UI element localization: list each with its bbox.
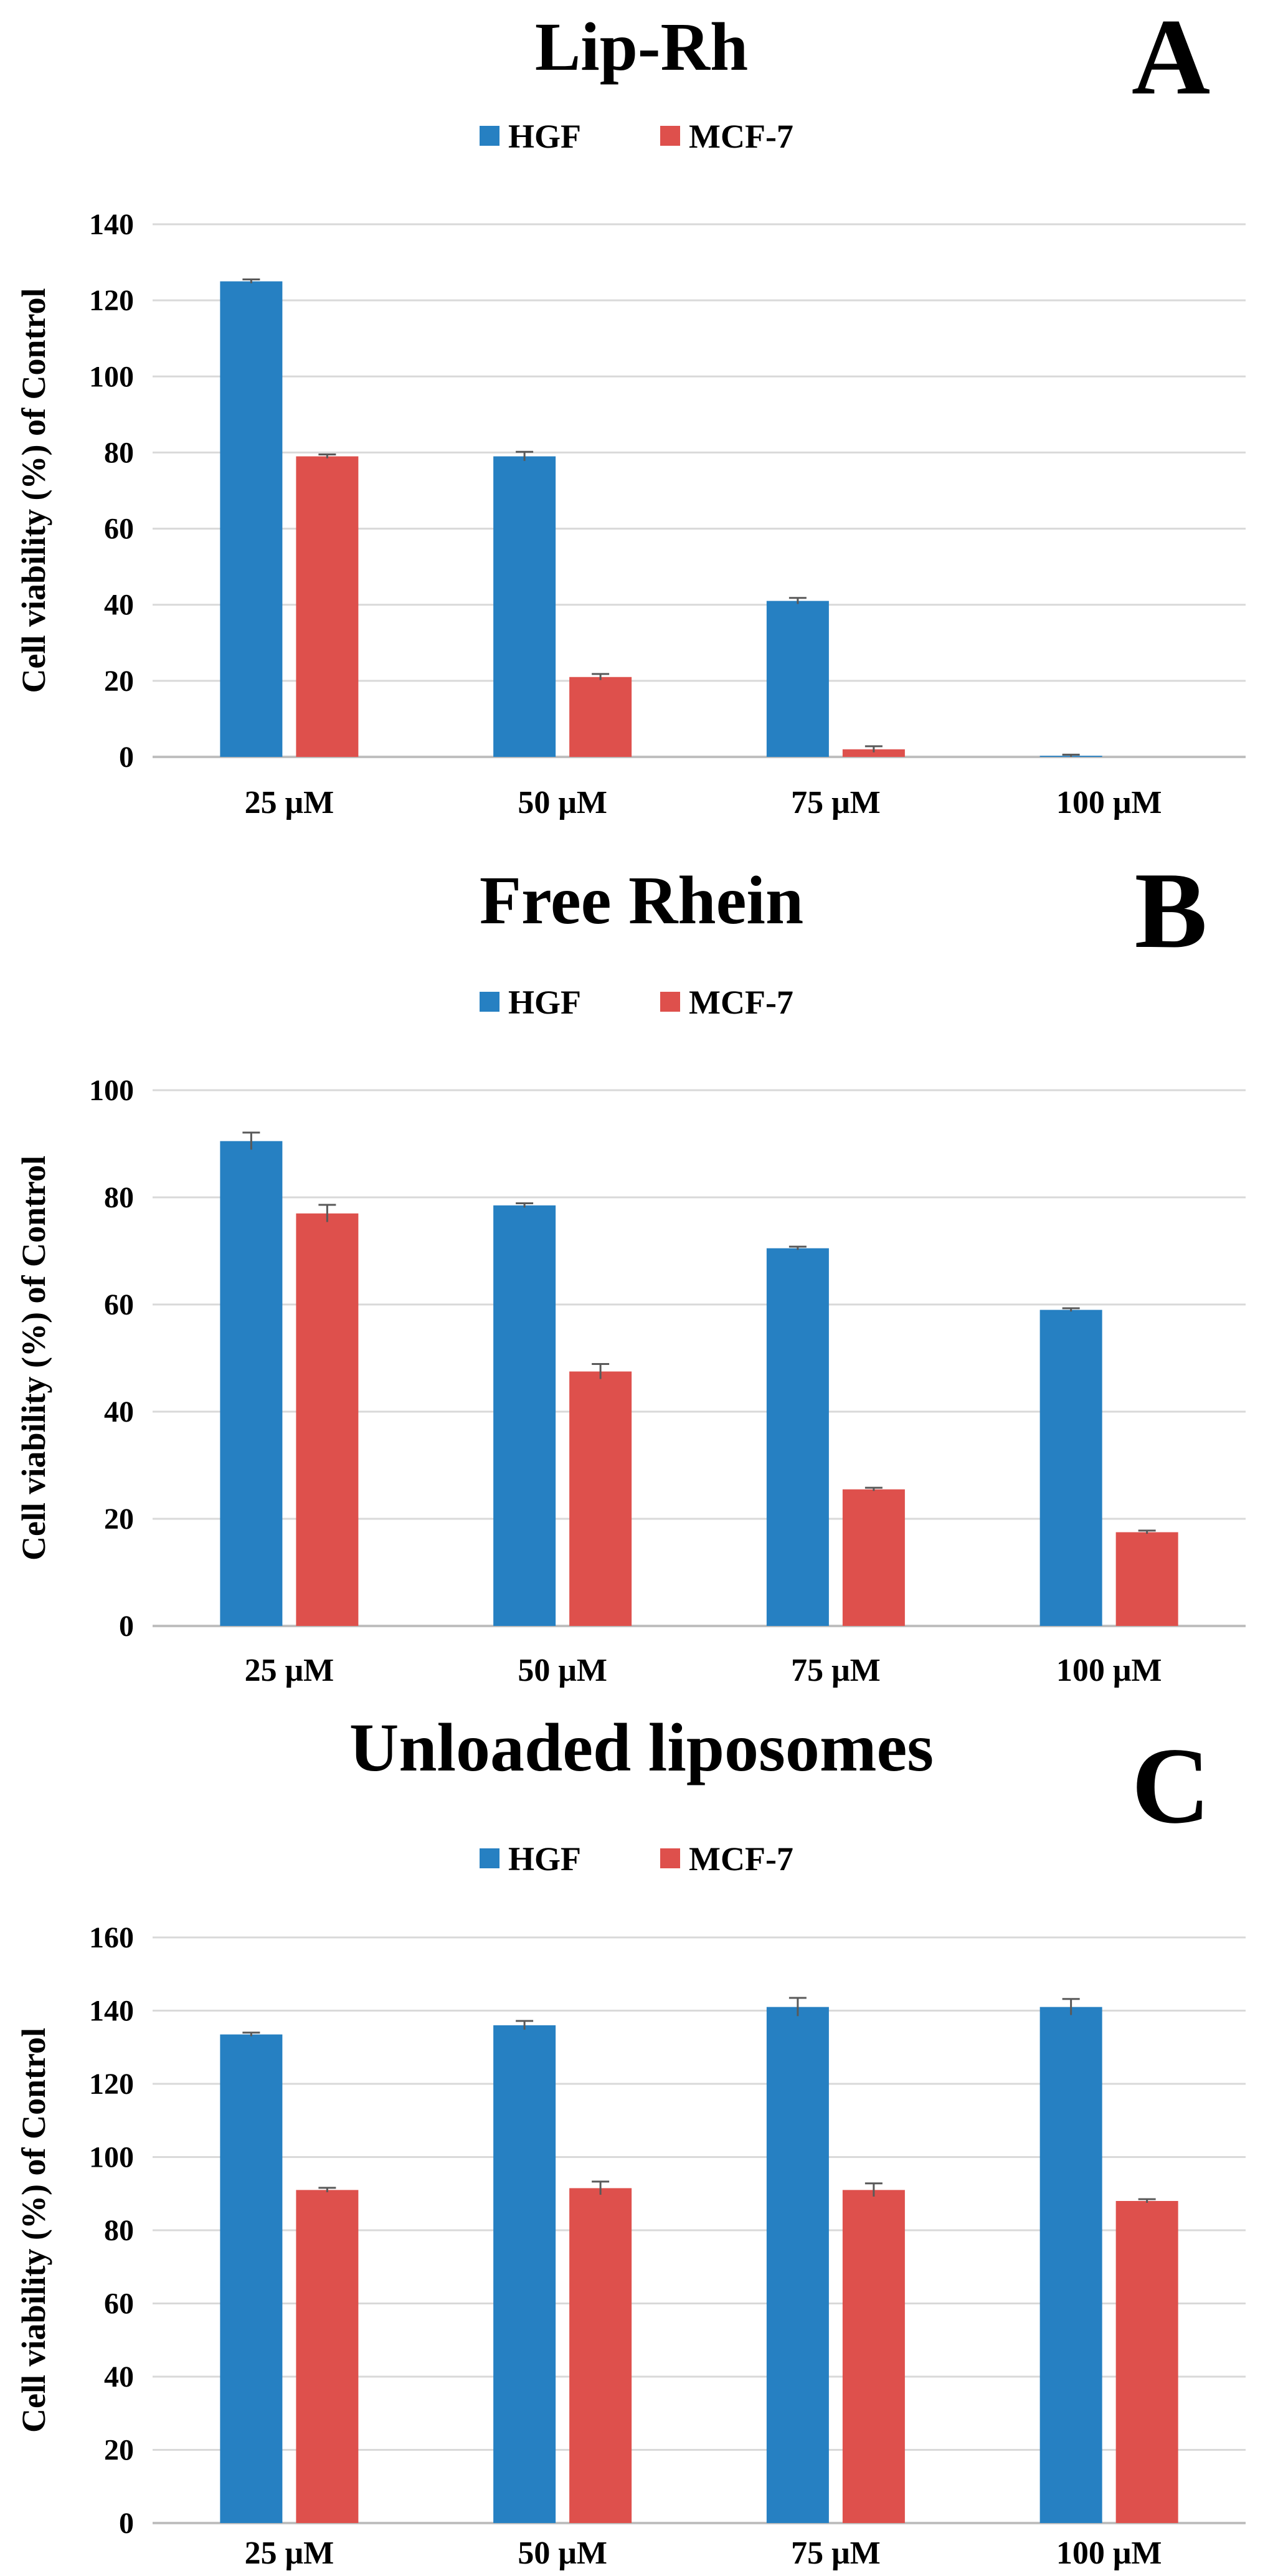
y-tick-label: 0 bbox=[119, 2507, 134, 2540]
bar-mcf-7-1 bbox=[569, 2188, 632, 2523]
y-tick-label: 80 bbox=[104, 436, 134, 469]
bar-hgf-2 bbox=[766, 2007, 829, 2523]
y-tick-label: 120 bbox=[89, 2068, 134, 2101]
y-tick-label: 60 bbox=[104, 513, 134, 546]
bar-mcf-7-0 bbox=[296, 1213, 359, 1626]
chart-title: Unloaded liposomes bbox=[349, 1713, 934, 1785]
legend-swatch-mcf-7 bbox=[660, 126, 680, 146]
y-tick-label: 120 bbox=[89, 284, 134, 317]
bar-hgf-1 bbox=[493, 2025, 556, 2523]
bar-mcf-7-0 bbox=[296, 2190, 359, 2523]
x-category-label: 25 μM bbox=[245, 785, 334, 820]
x-category-label: 25 μM bbox=[245, 1653, 334, 1688]
y-tick-label: 40 bbox=[104, 2360, 134, 2393]
y-tick-label: 60 bbox=[104, 2288, 134, 2321]
y-tick-label: 40 bbox=[104, 1395, 134, 1428]
bar-mcf-7-2 bbox=[842, 1489, 905, 1626]
panel-letter: A bbox=[1132, 0, 1210, 117]
bar-hgf-3 bbox=[1039, 1309, 1102, 1626]
x-category-label: 75 μM bbox=[791, 1653, 881, 1688]
bar-hgf-2 bbox=[766, 601, 829, 757]
legend-label-hgf: HGF bbox=[508, 1840, 581, 1878]
y-axis-label: Cell viability (%) of Control bbox=[15, 2028, 52, 2433]
legend-swatch-hgf bbox=[480, 992, 499, 1012]
x-category-label: 50 μM bbox=[518, 1653, 607, 1688]
panel-letter: C bbox=[1132, 1725, 1210, 1846]
y-tick-label: 20 bbox=[104, 2434, 134, 2467]
panel-letter: B bbox=[1135, 860, 1208, 971]
legend-label-hgf: HGF bbox=[508, 118, 581, 155]
x-category-label: 50 μM bbox=[518, 785, 607, 820]
bar-hgf-0 bbox=[220, 281, 283, 757]
bar-mcf-7-3 bbox=[1115, 2201, 1178, 2523]
chart-panel-b: Free Rhein B HGF MCF-7 0 20 40 60 80 100 Cell viab… bbox=[15, 860, 1246, 1688]
legend-swatch-mcf-7 bbox=[660, 992, 680, 1012]
x-category-label: 100 μM bbox=[1056, 1653, 1162, 1688]
bar-mcf-7-2 bbox=[842, 749, 905, 757]
y-tick-label: 20 bbox=[104, 665, 134, 698]
x-category-label: 75 μM bbox=[791, 785, 881, 820]
bar-hgf-1 bbox=[493, 456, 556, 757]
y-tick-label: 0 bbox=[119, 741, 134, 774]
bar-hgf-3 bbox=[1039, 2007, 1102, 2523]
bar-hgf-0 bbox=[220, 2034, 283, 2523]
legend-label-hgf: HGF bbox=[508, 984, 581, 1021]
y-axis-label: Cell viability (%) of Control bbox=[15, 1156, 52, 1561]
x-category-label: 100 μM bbox=[1056, 2536, 1162, 2571]
y-tick-label: 40 bbox=[104, 589, 134, 622]
y-axis-label: Cell viability (%) of Control bbox=[15, 288, 52, 693]
bar-hgf-0 bbox=[220, 1141, 283, 1626]
chart-title: Free Rhein bbox=[480, 862, 803, 938]
bar-mcf-7-0 bbox=[296, 456, 359, 757]
y-tick-label: 100 bbox=[89, 1074, 134, 1107]
y-tick-label: 80 bbox=[104, 2214, 134, 2247]
chart-panel-a: Lip-Rh A HGF MCF-7 0 20 40 60 80 100 120 140 Cell vi… bbox=[15, 0, 1246, 820]
x-category-label: 100 μM bbox=[1056, 785, 1162, 820]
y-tick-label: 100 bbox=[89, 360, 134, 393]
x-category-label: 75 μM bbox=[791, 2536, 881, 2571]
chart-title: Lip-Rh bbox=[535, 9, 748, 85]
y-tick-label: 140 bbox=[89, 208, 134, 241]
y-tick-label: 0 bbox=[119, 1610, 134, 1643]
y-tick-label: 100 bbox=[89, 2141, 134, 2174]
legend-swatch-hgf bbox=[480, 1848, 499, 1868]
x-category-label: 25 μM bbox=[245, 2536, 334, 2571]
legend-label-mcf-7: MCF-7 bbox=[689, 118, 793, 155]
y-tick-label: 20 bbox=[104, 1503, 134, 1536]
y-tick-label: 80 bbox=[104, 1181, 134, 1214]
bar-hgf-1 bbox=[493, 1205, 556, 1626]
chart-panel-c: Unloaded liposomes C HGF MCF-7 0 20 40 60 80 100 1… bbox=[15, 1713, 1246, 2571]
x-category-label: 50 μM bbox=[518, 2536, 607, 2571]
bar-hgf-2 bbox=[766, 1248, 829, 1626]
legend-swatch-mcf-7 bbox=[660, 1848, 680, 1868]
legend-label-mcf-7: MCF-7 bbox=[689, 1840, 793, 1878]
legend-label-mcf-7: MCF-7 bbox=[689, 984, 793, 1021]
y-tick-label: 140 bbox=[89, 1995, 134, 2028]
bar-mcf-7-1 bbox=[569, 677, 632, 757]
bar-mcf-7-2 bbox=[842, 2190, 905, 2523]
y-tick-label: 160 bbox=[89, 1921, 134, 1954]
bar-mcf-7-3 bbox=[1115, 1532, 1178, 1626]
legend-swatch-hgf bbox=[480, 126, 499, 146]
y-tick-label: 60 bbox=[104, 1288, 134, 1321]
bar-mcf-7-1 bbox=[569, 1371, 632, 1626]
